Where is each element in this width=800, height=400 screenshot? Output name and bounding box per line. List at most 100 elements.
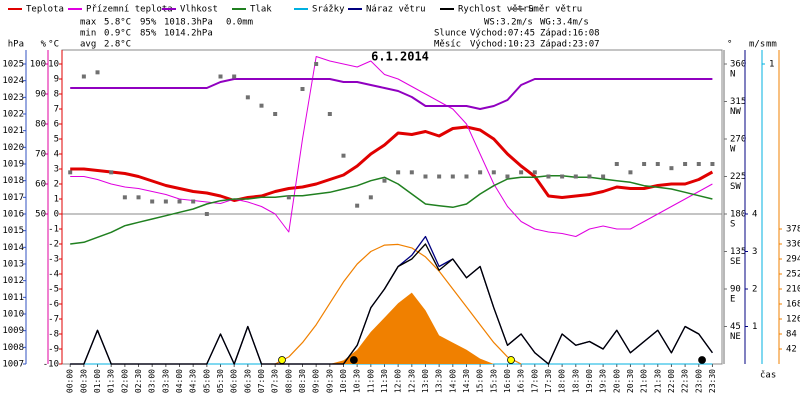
y-tick-label: -3: [48, 255, 59, 265]
y-tick-label: 336: [786, 240, 800, 250]
y-tick-label: 315: [730, 97, 746, 107]
x-tick-label: 23:30: [708, 369, 717, 393]
x-tick-label: 03:00: [148, 369, 157, 393]
y-tick-label: 1025: [2, 60, 24, 70]
info-moonrise: Východ:10:23: [470, 40, 535, 50]
x-tick-label: 05:00: [202, 369, 211, 393]
y-tick-label: -2: [48, 240, 59, 250]
y-tick-label: 168: [786, 300, 800, 310]
stat-hum: 85%: [140, 29, 157, 39]
series-line: [70, 243, 713, 365]
axis-label: °C: [48, 40, 59, 50]
legend-label: Rychlost větru: [458, 5, 534, 15]
y-tick-label: 180: [730, 210, 746, 220]
y-tick-label: -7: [48, 315, 59, 325]
x-tick-label: 15:30: [489, 369, 498, 393]
y-tick-label: 50: [35, 210, 46, 220]
direction-point: [204, 212, 209, 216]
direction-point: [136, 195, 141, 200]
y-tick-label: 1011: [2, 293, 24, 303]
direction-point: [423, 174, 428, 179]
y-tick-label: 1022: [2, 110, 24, 120]
info-moon: Měsíc: [434, 40, 461, 50]
event-marker: [349, 356, 358, 364]
y-tick-label: 42: [786, 345, 797, 355]
legend-label: Srážky: [312, 5, 345, 15]
x-tick-label: 02:00: [120, 369, 129, 393]
y-tick-label: 126: [786, 315, 800, 325]
series-line: [70, 125, 714, 202]
x-tick-label: 01:30: [107, 369, 116, 393]
y-tick-label: 7: [54, 105, 59, 115]
x-tick-label: 17:00: [530, 369, 539, 393]
direction-point: [191, 199, 196, 204]
direction-point: [355, 203, 360, 208]
direction-point: [122, 195, 127, 200]
direction-point: [601, 174, 606, 179]
direction-point: [368, 195, 373, 200]
x-tick-label: 10:30: [353, 369, 362, 393]
direction-point: [450, 174, 455, 179]
x-tick-label: 08:00: [284, 369, 293, 393]
direction-point: [573, 174, 578, 179]
x-tick-label: 12:00: [394, 369, 403, 393]
y-tick-label: -8: [48, 330, 59, 340]
y-tick-label: 60: [35, 180, 46, 190]
direction-point: [710, 162, 715, 166]
y-tick-label: 1012: [2, 276, 24, 286]
y-tick-label: 70: [35, 150, 46, 160]
direction-point: [300, 87, 305, 91]
direction-point: [437, 174, 442, 179]
y-tick-label: 1009: [2, 326, 24, 336]
direction-name: E: [730, 295, 735, 305]
y-tick-label: 1014: [2, 243, 24, 253]
y-tick-label: 1008: [2, 343, 24, 353]
x-tick-label: 00:30: [79, 369, 88, 393]
event-marker: [278, 356, 286, 364]
x-tick-label: 09:00: [312, 369, 321, 393]
x-tick-label: 05:30: [216, 369, 225, 393]
direction-point: [546, 174, 551, 179]
direction-point: [95, 70, 100, 75]
x-tick-label: 04:30: [189, 369, 198, 393]
direction-point: [587, 174, 592, 179]
y-tick-label: -6: [48, 300, 59, 310]
series-line: [274, 243, 522, 365]
direction-point: [628, 170, 633, 175]
y-tick-label: 90: [730, 285, 741, 295]
y-tick-label: 1020: [2, 143, 24, 153]
direction-point: [532, 170, 537, 175]
y-tick-label: 252: [786, 270, 800, 280]
event-marker: [507, 356, 515, 364]
direction-point: [163, 199, 168, 204]
direction-point: [286, 195, 291, 200]
direction-point: [696, 162, 701, 166]
x-tick-label: 16:00: [503, 369, 512, 393]
y-tick-label: 0: [54, 210, 59, 220]
direction-point: [614, 162, 619, 166]
x-tick-label: 12:30: [407, 369, 416, 393]
series-line: [70, 174, 713, 245]
direction-name: S: [730, 220, 735, 230]
y-tick-label: 4: [54, 150, 59, 160]
y-tick-label: 135: [730, 247, 746, 257]
y-tick-label: 294: [786, 255, 800, 265]
direction-point: [642, 162, 647, 166]
direction-point: [314, 62, 319, 66]
x-tick-label: 01:00: [93, 369, 102, 393]
y-tick-label: 360: [730, 60, 746, 70]
y-tick-label: 1021: [2, 126, 24, 136]
y-tick-label: -4: [48, 270, 59, 280]
y-tick-label: 378: [786, 225, 800, 235]
direction-point: [327, 112, 332, 116]
direction-point: [150, 199, 155, 204]
direction-point: [669, 166, 674, 171]
x-tick-label: 21:30: [653, 369, 662, 393]
direction-point: [396, 170, 401, 175]
y-tick-label: 1013: [2, 260, 24, 270]
x-tick-label: 18:00: [558, 369, 567, 393]
x-tick-label: 02:30: [134, 369, 143, 393]
y-tick-label: 80: [35, 120, 46, 130]
series-line: [70, 56, 713, 237]
